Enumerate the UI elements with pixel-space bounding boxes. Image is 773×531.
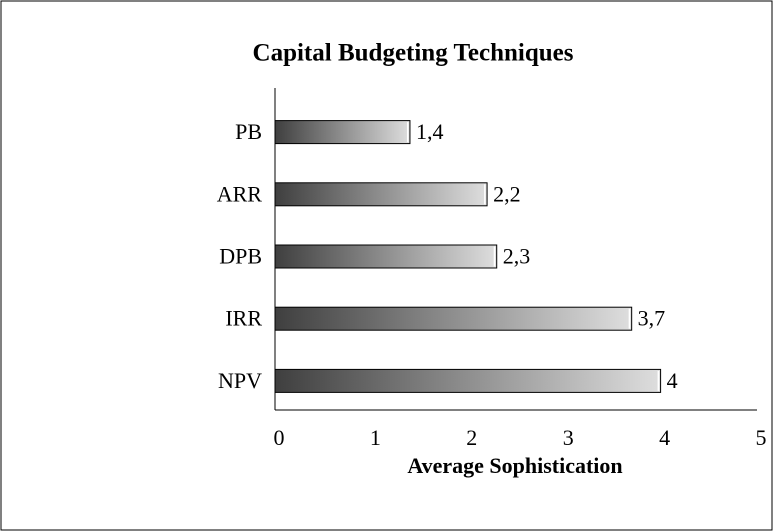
bar (274, 120, 411, 145)
x-tick-label: 0 (274, 425, 285, 450)
y-tick-label: NPV (218, 368, 262, 393)
x-axis-title: Average Sophistication (407, 453, 622, 478)
data-label: 4 (667, 368, 678, 393)
bar-highlight (493, 246, 496, 267)
data-label: 1,4 (416, 119, 444, 144)
bar (274, 182, 488, 207)
data-label: 2,2 (493, 181, 520, 206)
bar-highlight (628, 308, 631, 329)
data-label: 3,7 (638, 306, 666, 331)
x-tick-label: 1 (370, 425, 381, 450)
bar-highlight (406, 122, 409, 143)
x-tick-label: 4 (659, 425, 670, 450)
bar (274, 306, 633, 331)
y-tick-label: ARR (217, 181, 263, 206)
x-tick-label: 2 (466, 425, 477, 450)
x-tick-label: 3 (563, 425, 574, 450)
y-tick-label: DPB (219, 244, 262, 269)
x-tick-label: 5 (756, 425, 767, 450)
chart-title: Capital Budgeting Techniques (253, 40, 574, 67)
data-label: 2,3 (503, 244, 530, 269)
bar (274, 244, 498, 269)
y-tick-label: PB (235, 119, 262, 144)
bar-highlight (484, 184, 486, 205)
bar-highlight (657, 370, 660, 391)
bar (274, 368, 662, 393)
y-tick-label: IRR (225, 306, 262, 331)
